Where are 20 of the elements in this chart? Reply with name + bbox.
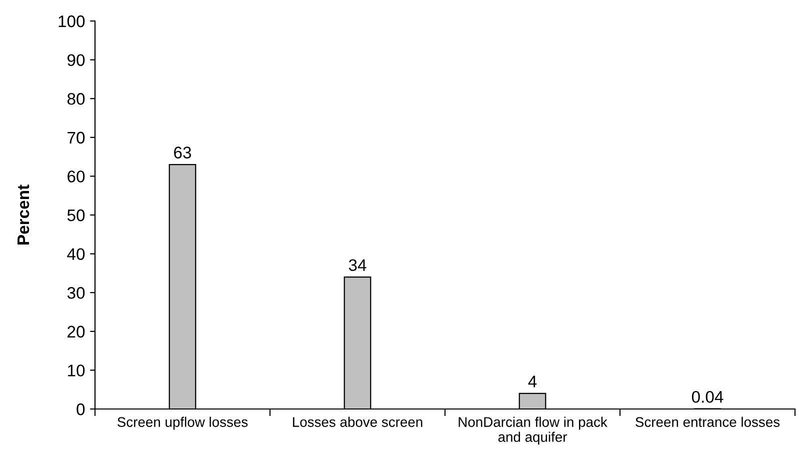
y-axis-title: Percent (18, 184, 30, 244)
x-tick-label: NonDarcian flow in pack and aquifer (458, 416, 608, 445)
data-label: 63 (174, 146, 192, 158)
x-tick-label: Screen upflow losses (118, 416, 248, 430)
x-tick-label: Losses above screen (293, 416, 422, 427)
data-label: 34 (348, 259, 366, 272)
data-label: 4 (528, 376, 537, 388)
y-tick-label: 60 (68, 170, 85, 182)
y-tick-label: 0 (76, 403, 85, 416)
y-tick-label: 40 (67, 248, 85, 260)
y-tick-label: 10 (68, 364, 85, 376)
x-tick-label: Screen entrance losses (636, 416, 780, 427)
y-tick-label: 90 (68, 54, 85, 66)
data-label: 0.04 (692, 390, 724, 403)
y-tick-label: 30 (67, 287, 85, 299)
y-tick-label: 100 (58, 15, 85, 28)
y-tick-label: 80 (67, 93, 85, 105)
y-tick-label: 50 (67, 209, 85, 222)
y-tick-label: 70 (68, 132, 85, 144)
y-tick-label: 20 (68, 326, 85, 338)
